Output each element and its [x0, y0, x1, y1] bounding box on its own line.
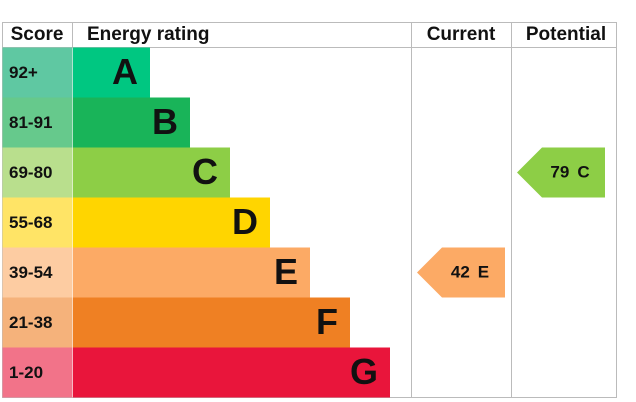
score-label: 55-68	[9, 213, 52, 232]
score-label: 39-54	[9, 263, 53, 282]
score-cell	[2, 297, 73, 348]
rating-letter: B	[152, 101, 178, 142]
current-band: E	[478, 263, 489, 282]
header-score: Score	[11, 24, 64, 45]
header-potential: Potential	[526, 24, 606, 45]
potential-value: 79	[550, 163, 569, 182]
potential-arrow	[517, 147, 605, 198]
rating-letter: A	[112, 51, 138, 92]
current-label: 42 E	[451, 263, 489, 282]
score-label: 69-80	[9, 163, 52, 182]
score-label: 1-20	[9, 363, 43, 382]
score-cell	[2, 247, 73, 298]
score-label: 81-91	[9, 113, 52, 132]
score-cell	[2, 97, 73, 148]
rating-letter: F	[316, 301, 338, 342]
score-cell	[2, 147, 73, 198]
current-value: 42	[451, 263, 470, 282]
score-label: 92+	[9, 63, 38, 82]
rating-bar	[73, 97, 190, 148]
rating-letter: C	[192, 151, 218, 192]
score-cell	[2, 197, 73, 248]
current-arrow	[417, 247, 505, 298]
header-current: Current	[427, 24, 496, 45]
potential-label: 79 C	[550, 163, 589, 182]
rating-letter: E	[274, 251, 298, 292]
rating-bar	[73, 347, 390, 398]
score-label: 21-38	[9, 313, 52, 332]
rating-bar	[73, 147, 230, 198]
potential-band: C	[577, 163, 589, 182]
header-rating: Energy rating	[87, 24, 209, 45]
rating-bar	[73, 47, 150, 98]
rating-bar	[73, 197, 270, 248]
rating-letter: G	[350, 351, 378, 392]
rating-letter: D	[232, 201, 258, 242]
score-cell	[2, 47, 73, 98]
rating-bar	[73, 247, 310, 298]
rating-bar	[73, 297, 350, 348]
score-cell	[2, 347, 73, 398]
